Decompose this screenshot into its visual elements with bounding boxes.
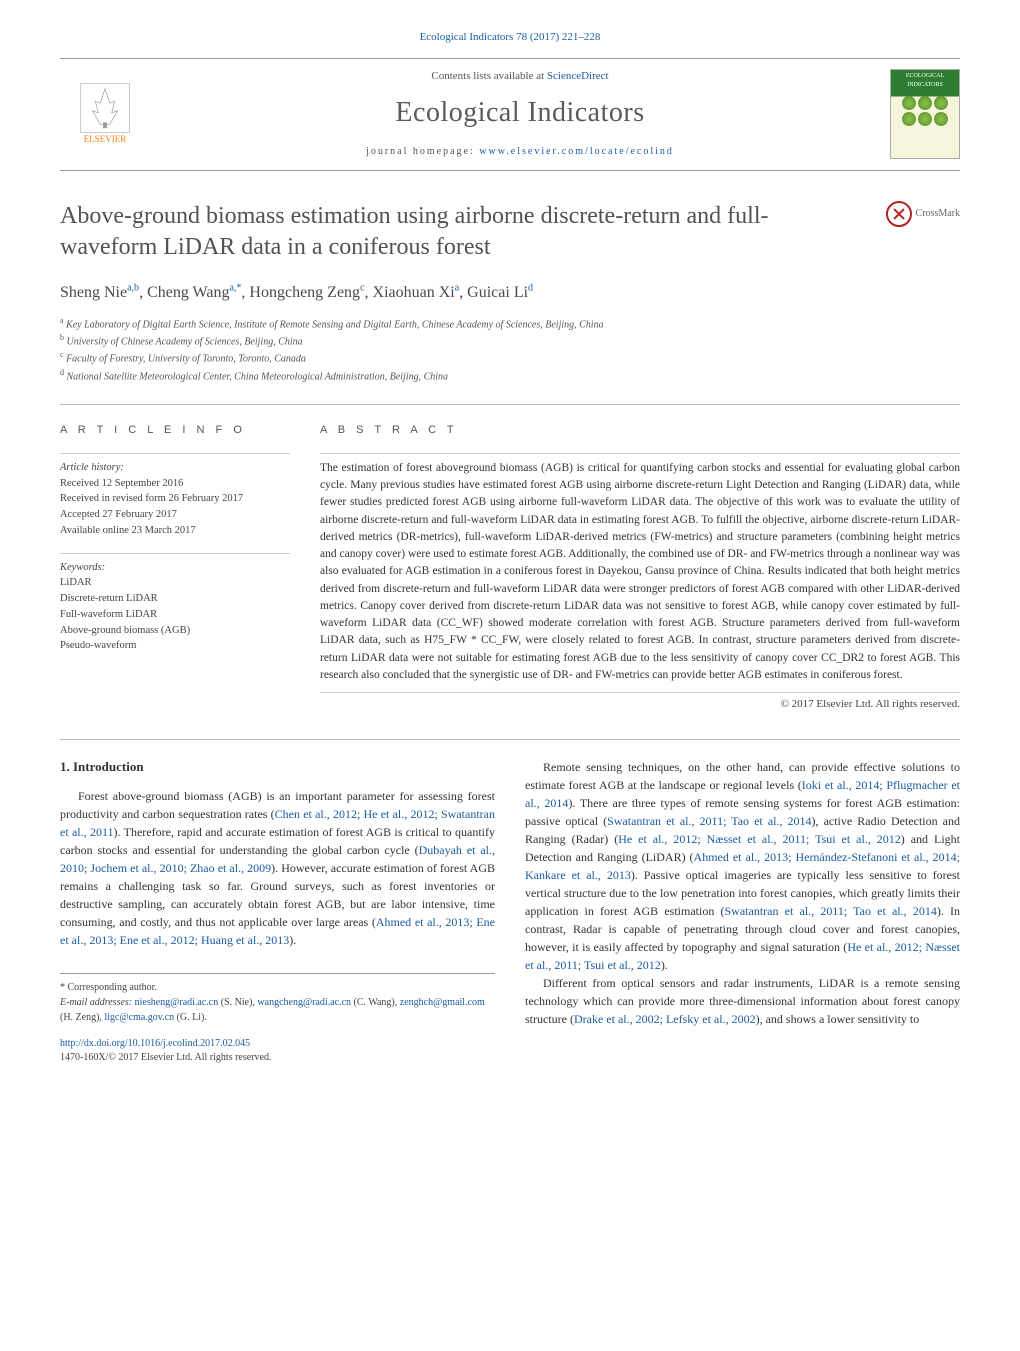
article-info-heading: a r t i c l e i n f o	[60, 423, 290, 439]
email-link[interactable]: ligc@cma.gov.cn	[104, 1012, 174, 1023]
affiliation: c Faculty of Forestry, University of Tor…	[60, 349, 960, 366]
email-label: E-mail addresses:	[60, 997, 135, 1008]
elsevier-logo: ELSEVIER	[60, 69, 150, 159]
intro-heading: 1. Introduction	[60, 758, 495, 777]
article-history-block: Article history: Received 12 September 2…	[60, 453, 290, 539]
crossmark-badge[interactable]: CrossMark	[886, 201, 960, 227]
issn-line: 1470-160X/© 2017 Elsevier Ltd. All right…	[60, 1052, 271, 1063]
article-title: Above-ground biomass estimation using ai…	[60, 201, 886, 263]
homepage-prefix: journal homepage:	[366, 146, 479, 157]
authors-line: Sheng Niea,b, Cheng Wanga,*, Hongcheng Z…	[60, 281, 960, 304]
history-label: Article history:	[60, 460, 290, 476]
crossmark-icon	[886, 201, 912, 227]
text: ), and shows a lower sensitivity to	[756, 1012, 920, 1026]
sciencedirect-link[interactable]: ScienceDirect	[547, 70, 609, 82]
intro-p1: Forest above-ground biomass (AGB) is an …	[60, 787, 495, 949]
abstract-panel: a b s t r a c t The estimation of forest…	[320, 423, 960, 713]
homepage-link[interactable]: www.elsevier.com/locate/ecolind	[479, 146, 674, 157]
keyword: Full-waveform LiDAR	[60, 607, 290, 623]
keyword: Discrete-return LiDAR	[60, 591, 290, 607]
cover-art-icon	[891, 92, 959, 130]
intro-p2: Remote sensing techniques, on the other …	[525, 758, 960, 974]
journal-cover-thumb: ECOLOGICAL INDICATORS	[890, 69, 960, 159]
corresponding-footer: * Corresponding author. E-mail addresses…	[60, 973, 495, 1025]
email-line: E-mail addresses: niesheng@radi.ac.cn (S…	[60, 995, 495, 1025]
header-center: Contents lists available at ScienceDirec…	[150, 69, 890, 160]
keyword: LiDAR	[60, 575, 290, 591]
history-line: Received 12 September 2016	[60, 476, 290, 492]
email-who: (C. Wang),	[351, 997, 400, 1008]
abstract-copyright: © 2017 Elsevier Ltd. All rights reserved…	[320, 692, 960, 713]
doi-block: http://dx.doi.org/10.1016/j.ecolind.2017…	[60, 1037, 495, 1066]
keywords-label: Keywords:	[60, 560, 290, 576]
citation-link[interactable]: He et al., 2012; Næsset et al., 2011; Ts…	[618, 832, 901, 846]
doi-link[interactable]: http://dx.doi.org/10.1016/j.ecolind.2017…	[60, 1038, 250, 1049]
citation-link[interactable]: Swatantran et al., 2011; Tao et al., 201…	[607, 814, 811, 828]
text: ).	[661, 958, 668, 972]
column-right: Remote sensing techniques, on the other …	[525, 758, 960, 1066]
journal-name: Ecological Indicators	[150, 93, 890, 134]
history-line: Available online 23 March 2017	[60, 523, 290, 539]
column-left: 1. Introduction Forest above-ground biom…	[60, 758, 495, 1066]
running-citation: Ecological Indicators 78 (2017) 221–228	[60, 30, 960, 46]
affiliation: a Key Laboratory of Digital Earth Scienc…	[60, 315, 960, 332]
history-line: Received in revised form 26 February 201…	[60, 491, 290, 507]
article-info-panel: a r t i c l e i n f o Article history: R…	[60, 423, 290, 713]
email-link[interactable]: zenghch@gmail.com	[400, 997, 485, 1008]
email-who: (H. Zeng),	[60, 1012, 104, 1023]
crossmark-label: CrossMark	[916, 207, 960, 222]
journal-header: ELSEVIER Contents lists available at Sci…	[60, 58, 960, 171]
keyword: Pseudo-waveform	[60, 638, 290, 654]
email-link[interactable]: wangcheng@radi.ac.cn	[257, 997, 351, 1008]
contents-lists-line: Contents lists available at ScienceDirec…	[150, 69, 890, 85]
keyword: Above-ground biomass (AGB)	[60, 623, 290, 639]
corresponding-label: * Corresponding author.	[60, 980, 495, 995]
abstract-text: The estimation of forest aboveground bio…	[320, 453, 960, 684]
affiliation: d National Satellite Meteorological Cent…	[60, 367, 960, 384]
email-who: (S. Nie),	[218, 997, 257, 1008]
email-who: (G. Li).	[174, 1012, 207, 1023]
history-line: Accepted 27 February 2017	[60, 507, 290, 523]
affiliation: b University of Chinese Academy of Scien…	[60, 332, 960, 349]
elsevier-tree-icon	[80, 83, 130, 133]
citation-link[interactable]: Swatantran et al., 2011; Tao et al., 201…	[725, 904, 937, 918]
journal-homepage: journal homepage: www.elsevier.com/locat…	[150, 145, 890, 160]
keywords-block: Keywords: LiDARDiscrete-return LiDARFull…	[60, 553, 290, 655]
affiliations: a Key Laboratory of Digital Earth Scienc…	[60, 315, 960, 384]
intro-p3: Different from optical sensors and radar…	[525, 974, 960, 1028]
cover-title: ECOLOGICAL INDICATORS	[891, 70, 959, 91]
text: ).	[289, 933, 296, 947]
citation-link[interactable]: Drake et al., 2002; Lefsky et al., 2002	[574, 1012, 756, 1026]
email-link[interactable]: niesheng@radi.ac.cn	[135, 997, 219, 1008]
contents-prefix: Contents lists available at	[431, 70, 546, 82]
elsevier-wordmark: ELSEVIER	[84, 133, 127, 146]
body-columns: 1. Introduction Forest above-ground biom…	[60, 739, 960, 1066]
abstract-heading: a b s t r a c t	[320, 423, 960, 439]
